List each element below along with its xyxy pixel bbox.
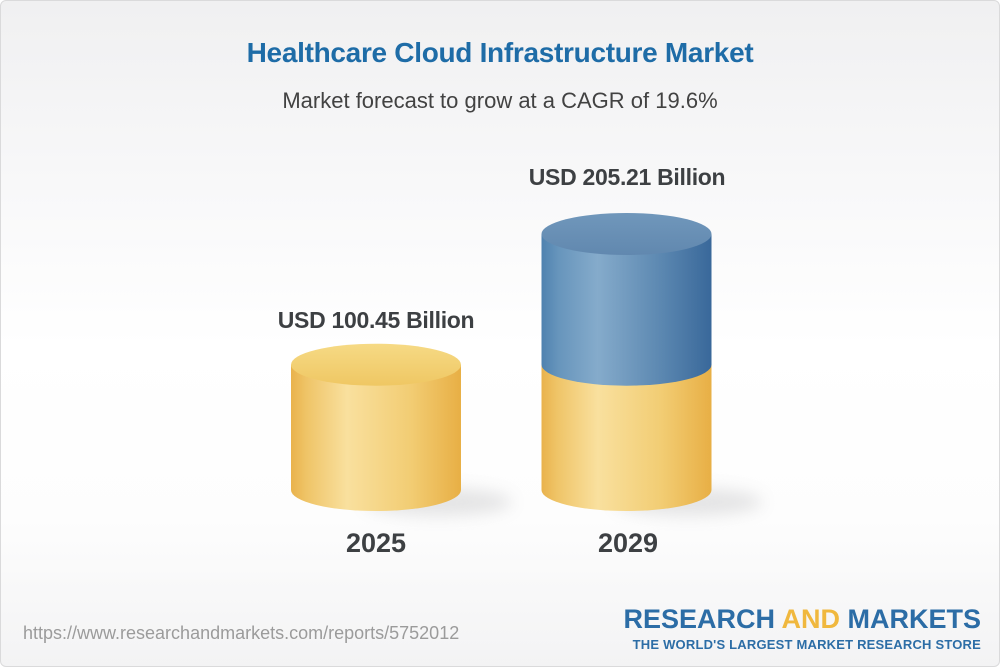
page-title: Healthcare Cloud Infrastructure Market <box>246 37 754 68</box>
report-url: https://www.researchandmarkets.com/repor… <box>23 623 460 643</box>
logo-word-research: RESEARCH <box>623 604 775 634</box>
research-and-markets-logo: RESEARCH AND MARKETS THE WORLD'S LARGEST… <box>623 604 982 652</box>
logo-word-markets: MARKETS <box>847 604 982 634</box>
category-label-2025: 2025 <box>345 528 407 558</box>
logo-word-and: AND <box>781 604 840 634</box>
value-label-2025: USD 100.45 Billion <box>277 307 475 333</box>
logo-wordmark: RESEARCH AND MARKETS <box>623 604 982 635</box>
logo-tagline: THE WORLD'S LARGEST MARKET RESEARCH STOR… <box>632 636 981 652</box>
value-label-2029: USD 205.21 Billion <box>528 164 726 190</box>
category-label-2029: 2029 <box>597 528 659 558</box>
page-subtitle: Market forecast to grow at a CAGR of 19.… <box>282 88 718 113</box>
